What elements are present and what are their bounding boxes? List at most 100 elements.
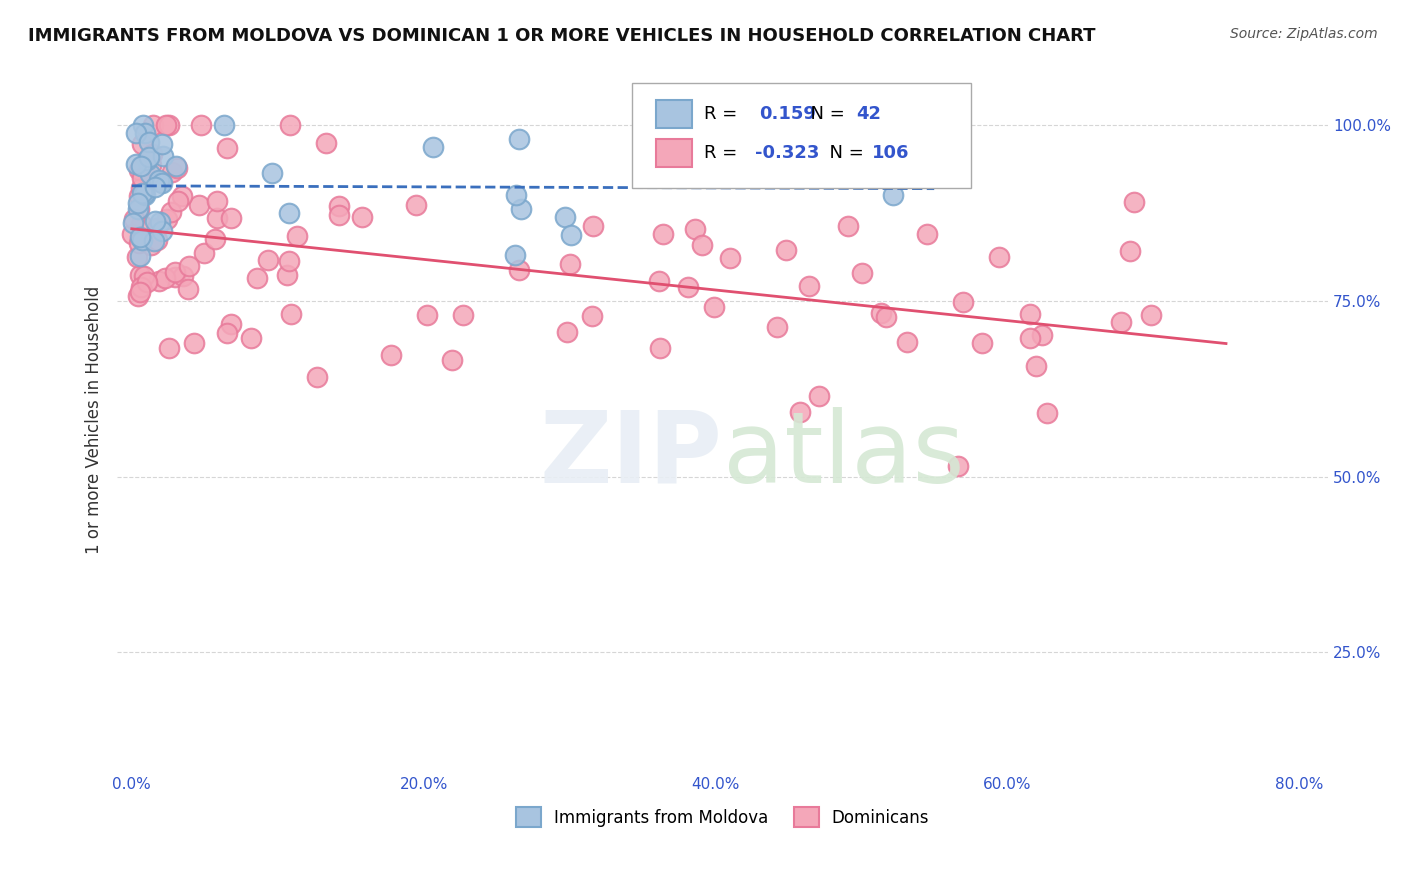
Point <box>685 222 707 236</box>
Text: R =: R = <box>704 105 744 123</box>
Point <box>131 186 153 201</box>
Text: -0.323: -0.323 <box>755 144 820 162</box>
Point <box>129 181 152 195</box>
Point <box>328 209 350 223</box>
Point <box>143 214 166 228</box>
Point <box>1109 315 1132 329</box>
Point <box>128 188 150 202</box>
Point <box>149 215 172 229</box>
Point <box>125 156 148 170</box>
Point <box>136 153 159 168</box>
Point <box>167 194 190 209</box>
Point <box>647 274 669 288</box>
Point <box>280 307 302 321</box>
Point <box>1018 307 1040 321</box>
Point <box>851 266 873 280</box>
Point <box>789 405 811 419</box>
Point <box>132 268 155 283</box>
Point <box>127 202 149 216</box>
Point <box>165 159 187 173</box>
Point <box>150 223 173 237</box>
Point <box>160 205 183 219</box>
Point <box>129 160 152 174</box>
Point <box>219 211 242 226</box>
Point <box>350 211 373 225</box>
FancyBboxPatch shape <box>657 100 692 128</box>
Point <box>142 118 165 132</box>
Point <box>775 243 797 257</box>
Point <box>128 268 150 283</box>
Point <box>134 188 156 202</box>
Point <box>153 271 176 285</box>
Text: N =: N = <box>799 105 851 123</box>
Point <box>257 253 280 268</box>
FancyBboxPatch shape <box>631 83 972 188</box>
Point <box>219 317 242 331</box>
Point <box>172 269 194 284</box>
Point <box>405 197 427 211</box>
Point <box>128 249 150 263</box>
Point <box>946 458 969 473</box>
Point <box>163 265 186 279</box>
Point <box>207 194 229 209</box>
Point <box>129 285 152 299</box>
Point <box>148 172 170 186</box>
Point <box>988 250 1011 264</box>
Point <box>215 141 238 155</box>
Point <box>146 220 169 235</box>
Point <box>797 279 820 293</box>
Point <box>510 202 533 217</box>
Point <box>650 342 672 356</box>
Point <box>122 211 145 226</box>
Point <box>138 150 160 164</box>
Point <box>128 230 150 244</box>
Point <box>177 259 200 273</box>
Point <box>122 216 145 230</box>
Text: N =: N = <box>818 144 870 162</box>
Point <box>139 167 162 181</box>
Point <box>155 118 177 132</box>
Legend: Immigrants from Moldova, Dominicans: Immigrants from Moldova, Dominicans <box>509 800 936 834</box>
Point <box>157 118 180 132</box>
Point <box>190 118 212 132</box>
Point <box>183 336 205 351</box>
Point <box>131 171 153 186</box>
Point <box>278 118 301 132</box>
Point <box>422 140 444 154</box>
Text: Source: ZipAtlas.com: Source: ZipAtlas.com <box>1230 27 1378 41</box>
Point <box>970 336 993 351</box>
Point <box>1019 331 1042 345</box>
Point <box>217 326 239 340</box>
Text: atlas: atlas <box>723 407 965 504</box>
Point <box>156 211 179 226</box>
Point <box>837 219 859 233</box>
Point <box>127 289 149 303</box>
Text: 0.159: 0.159 <box>759 105 815 123</box>
Point <box>246 271 269 285</box>
Point <box>845 165 868 179</box>
Point <box>1031 327 1053 342</box>
Point <box>718 251 741 265</box>
Point <box>187 198 209 212</box>
Point <box>127 196 149 211</box>
Point <box>260 166 283 180</box>
Point <box>692 238 714 252</box>
Point <box>808 389 831 403</box>
Point <box>508 132 530 146</box>
Point <box>451 308 474 322</box>
Point <box>150 175 173 189</box>
Point <box>441 352 464 367</box>
Point <box>415 308 437 322</box>
Point <box>142 234 165 248</box>
Point <box>129 280 152 294</box>
Point <box>1035 406 1057 420</box>
Point <box>134 161 156 175</box>
Point <box>166 161 188 175</box>
Point <box>138 135 160 149</box>
Point <box>145 233 167 247</box>
Point <box>560 227 582 242</box>
Point <box>157 341 180 355</box>
Point <box>315 136 337 150</box>
Point <box>875 310 897 324</box>
Point <box>141 238 163 252</box>
